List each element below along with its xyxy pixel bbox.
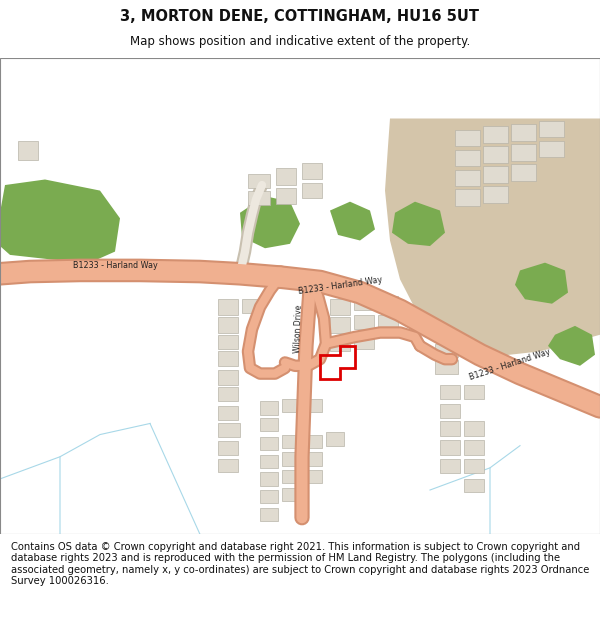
Polygon shape <box>354 296 374 311</box>
Polygon shape <box>455 189 480 206</box>
Polygon shape <box>464 421 484 436</box>
Polygon shape <box>276 188 296 204</box>
Polygon shape <box>260 418 278 431</box>
Polygon shape <box>260 454 278 468</box>
Polygon shape <box>354 315 374 329</box>
Text: Contains OS data © Crown copyright and database right 2021. This information is : Contains OS data © Crown copyright and d… <box>11 542 589 586</box>
Text: 3, MORTON DENE, COTTINGHAM, HU16 5UT: 3, MORTON DENE, COTTINGHAM, HU16 5UT <box>121 9 479 24</box>
Polygon shape <box>483 126 508 143</box>
Text: B1233 - Harland Way: B1233 - Harland Way <box>298 276 383 296</box>
Polygon shape <box>464 459 484 473</box>
Polygon shape <box>330 202 375 241</box>
Polygon shape <box>282 488 300 501</box>
Polygon shape <box>302 163 322 179</box>
Polygon shape <box>218 317 238 332</box>
Polygon shape <box>304 399 322 412</box>
Polygon shape <box>304 452 322 466</box>
Polygon shape <box>248 174 270 188</box>
Polygon shape <box>218 424 240 437</box>
Polygon shape <box>240 196 300 248</box>
Polygon shape <box>435 360 458 374</box>
Polygon shape <box>218 370 238 384</box>
Polygon shape <box>511 164 536 181</box>
Polygon shape <box>218 351 238 366</box>
Polygon shape <box>483 186 508 202</box>
Polygon shape <box>354 335 374 349</box>
Polygon shape <box>440 384 460 399</box>
Polygon shape <box>330 337 350 351</box>
Polygon shape <box>260 508 278 521</box>
Polygon shape <box>511 144 536 161</box>
Polygon shape <box>218 387 238 401</box>
Polygon shape <box>302 183 322 198</box>
Polygon shape <box>455 129 480 146</box>
Polygon shape <box>326 432 344 446</box>
Polygon shape <box>515 262 568 304</box>
Polygon shape <box>539 121 564 138</box>
Polygon shape <box>304 434 322 448</box>
Text: B1233 - Harland Way: B1233 - Harland Way <box>469 348 551 382</box>
Polygon shape <box>330 299 350 315</box>
Polygon shape <box>435 344 458 357</box>
Polygon shape <box>464 440 484 454</box>
Polygon shape <box>464 479 484 492</box>
Polygon shape <box>282 470 300 483</box>
Polygon shape <box>392 202 445 246</box>
Polygon shape <box>276 168 296 185</box>
Text: Map shows position and indicative extent of the property.: Map shows position and indicative extent… <box>130 35 470 48</box>
Polygon shape <box>248 191 270 205</box>
Polygon shape <box>282 434 300 448</box>
Polygon shape <box>304 470 322 483</box>
Text: B1233 - Harland Way: B1233 - Harland Way <box>73 261 157 271</box>
Polygon shape <box>218 335 238 349</box>
Polygon shape <box>483 166 508 183</box>
Polygon shape <box>260 437 278 450</box>
Polygon shape <box>242 299 260 312</box>
Polygon shape <box>330 317 350 332</box>
Text: Wilson Drive: Wilson Drive <box>293 305 304 354</box>
Polygon shape <box>483 146 508 163</box>
Polygon shape <box>440 440 460 454</box>
Polygon shape <box>440 459 460 473</box>
Polygon shape <box>218 406 238 420</box>
Polygon shape <box>539 141 564 158</box>
Polygon shape <box>378 296 398 311</box>
Polygon shape <box>282 452 300 466</box>
Polygon shape <box>440 404 460 418</box>
Polygon shape <box>455 149 480 166</box>
Polygon shape <box>218 459 238 472</box>
Polygon shape <box>260 490 278 503</box>
Polygon shape <box>218 299 238 315</box>
Polygon shape <box>0 179 120 262</box>
Polygon shape <box>511 124 536 141</box>
Polygon shape <box>385 119 600 357</box>
Polygon shape <box>282 399 300 412</box>
Polygon shape <box>260 472 278 486</box>
Polygon shape <box>464 384 484 399</box>
Polygon shape <box>218 441 238 454</box>
Polygon shape <box>440 421 460 436</box>
Polygon shape <box>455 169 480 186</box>
Polygon shape <box>378 315 398 329</box>
Polygon shape <box>548 326 595 366</box>
Polygon shape <box>260 401 278 414</box>
Polygon shape <box>18 141 38 159</box>
